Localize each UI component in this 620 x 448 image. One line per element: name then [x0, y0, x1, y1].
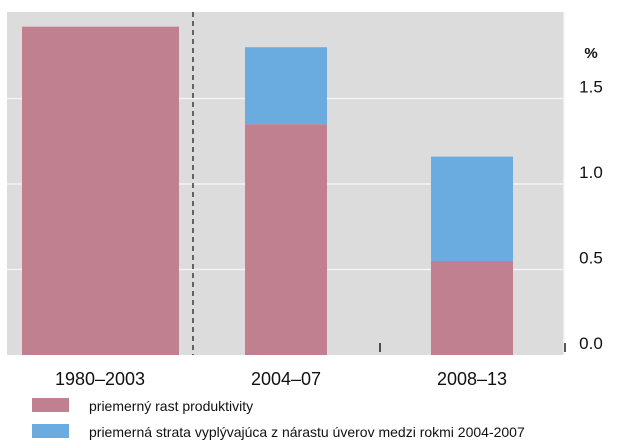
legend-label: priemerný rast produktivity [89, 398, 253, 414]
bar-segment [245, 124, 327, 356]
y-tick-label: 0.5 [579, 249, 603, 268]
x-category-label: 1980–2003 [55, 369, 145, 389]
bar-segment [431, 156, 513, 261]
x-axis-labels: 1980–2003 2004–07 2008–13 [55, 343, 566, 389]
legend-swatch [32, 424, 69, 438]
legend: priemerný rast produktivity priemerná str… [32, 398, 525, 440]
x-category-label: 2008–13 [437, 369, 507, 389]
legend-label: priemerná strata vyplývajúca z nárastu ú… [89, 424, 525, 440]
legend-swatch [32, 398, 69, 412]
y-axis-ticks: 0.0 0.5 1.0 1.5 [579, 78, 603, 354]
y-tick-label: 1.0 [579, 163, 603, 182]
y-tick-label: 1.5 [579, 78, 603, 97]
bar-segment [245, 47, 327, 125]
y-tick-label: 0.0 [579, 334, 603, 353]
bars [22, 26, 513, 356]
bar-segment [22, 26, 179, 356]
bar-segment [431, 260, 513, 355]
y-axis-unit-label: % [584, 45, 597, 62]
x-category-label: 2004–07 [251, 369, 321, 389]
